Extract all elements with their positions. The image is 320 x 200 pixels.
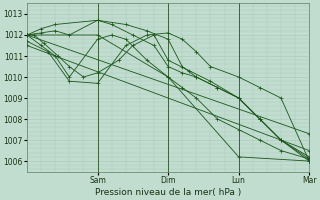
X-axis label: Pression niveau de la mer( hPa ): Pression niveau de la mer( hPa ) [95, 188, 241, 197]
